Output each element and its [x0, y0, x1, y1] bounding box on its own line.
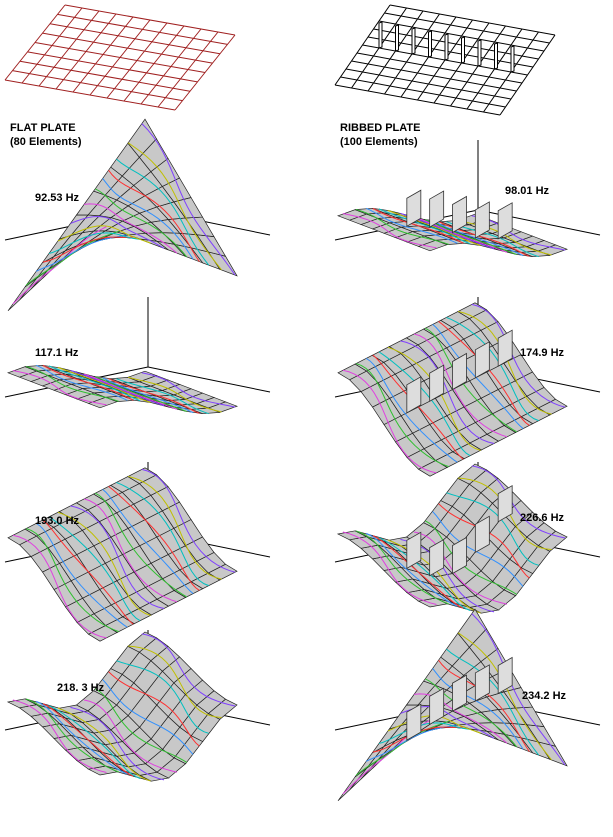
rib [478, 40, 481, 66]
rib [412, 28, 415, 54]
mesh-line [141, 29, 201, 104]
frequency-label: 98.01 Hz [505, 185, 550, 197]
mesh-line [107, 23, 167, 98]
frequency-label: 117.1 Hz [35, 347, 79, 359]
mesh-line [500, 35, 555, 115]
frequency-label: 226.6 Hz [520, 512, 565, 524]
mesh-line [39, 11, 99, 86]
mesh-line [56, 14, 116, 89]
rib [495, 43, 498, 69]
rib [445, 34, 448, 60]
rib [396, 25, 399, 51]
mesh-line [175, 35, 235, 110]
frequency-label: 234.2 Hz [522, 690, 567, 702]
column-title: RIBBED PLATE [340, 122, 420, 134]
rib [511, 46, 514, 72]
figure: FLAT PLATE (80 Elements) RIBBED PLATE (1… [0, 0, 613, 837]
mesh-line [22, 8, 82, 83]
column-title: FLAT PLATE [10, 122, 76, 134]
column-subtitle: (80 Elements) [10, 136, 82, 148]
rib [462, 37, 465, 63]
mesh-line [158, 32, 218, 107]
frequency-label: 92.53 Hz [35, 192, 80, 204]
frequency-label: 193.0 Hz [35, 515, 80, 527]
mesh-line [5, 5, 65, 80]
mesh-line [124, 26, 184, 101]
rib [429, 31, 432, 57]
frequency-label: 174.9 Hz [520, 347, 565, 359]
frequency-label: 218. 3 Hz [57, 682, 105, 694]
page: {"flat": {"title": "FLAT PLATE", "subtit… [0, 0, 613, 837]
mesh-line [73, 17, 133, 92]
mesh-line [90, 20, 150, 95]
column-subtitle: (100 Elements) [340, 136, 418, 148]
rib [379, 22, 382, 48]
